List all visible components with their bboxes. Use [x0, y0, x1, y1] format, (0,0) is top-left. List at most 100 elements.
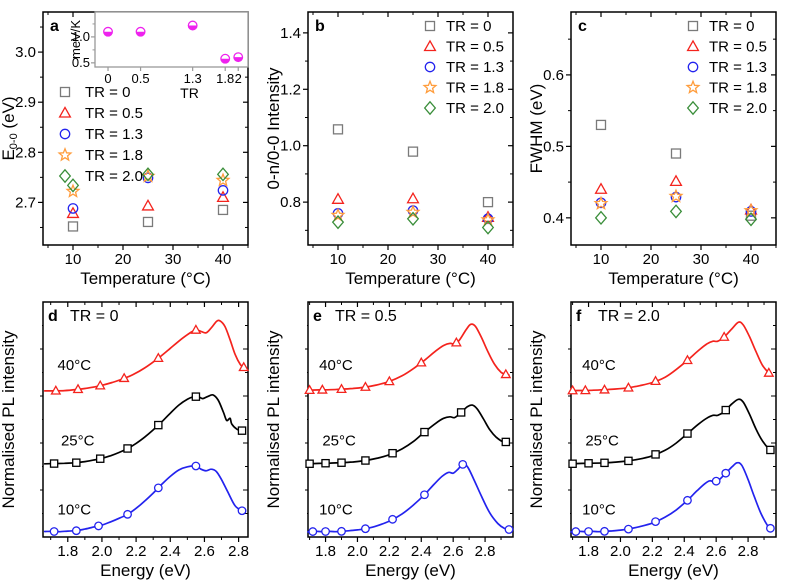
spectrum-curve-10°C	[570, 461, 773, 533]
data-point-circle	[49, 527, 59, 536]
x-tick-label: 1.8	[315, 543, 336, 560]
x-tick-label: 20	[380, 251, 397, 268]
data-point-square	[95, 454, 105, 463]
legend-label: TR = 1.3	[446, 59, 504, 76]
data-point-square	[337, 458, 346, 467]
inset-x-tick-label: 0.5	[132, 71, 150, 86]
data-point-triangle	[141, 198, 155, 211]
x-axis-title: Energy (eV)	[100, 561, 191, 580]
data-point-circle	[420, 490, 429, 500]
y-tick-label: 2.7	[15, 194, 36, 211]
data-point-triangle	[58, 106, 72, 118]
legend-label: TR = 0	[85, 84, 130, 101]
x-tick-label: 40	[743, 251, 760, 268]
x-tick-label: 1.8	[578, 543, 599, 560]
data-point-square	[59, 86, 71, 98]
data-point-triangle	[50, 385, 62, 395]
x-tick-label: 2.0	[92, 543, 113, 560]
x-tick-label: 10	[65, 251, 82, 268]
x-tick-label: 2.2	[642, 543, 663, 560]
x-tick-label: 2.2	[126, 543, 147, 560]
inset-y-tick-label: 1.0	[72, 29, 90, 44]
plot-frame	[570, 11, 777, 246]
data-point-circle	[308, 527, 318, 536]
x-axis-title: Temperature (°C)	[608, 269, 739, 288]
data-point-triangle	[686, 39, 700, 52]
legend-label: TR = 1.3	[85, 126, 143, 143]
legend-label: TR = 0.5	[709, 39, 767, 56]
data-point-circle	[59, 128, 71, 140]
data-point-triangle	[579, 384, 591, 395]
data-point-circle	[191, 461, 201, 471]
y-axis-title: FWHM (eV)	[528, 84, 546, 174]
panel-letter: a	[50, 18, 59, 35]
data-point-circle	[670, 191, 682, 203]
curve-label: 25°C	[585, 432, 619, 449]
data-point-triangle	[72, 383, 84, 394]
spectrum-curve-25°C	[570, 398, 773, 465]
data-point-square	[407, 146, 419, 157]
data-point-triangle	[650, 375, 661, 386]
spectrum-curve-25°C	[43, 393, 243, 465]
x-tick-label: 40	[480, 251, 497, 268]
data-point-diamond	[594, 210, 608, 226]
data-point-circle	[584, 527, 593, 536]
x-tick-label: 2.8	[228, 543, 249, 560]
legend-label: TR = 2.0	[85, 168, 143, 185]
data-point-triangle	[599, 383, 610, 394]
data-point-triangle	[682, 354, 693, 365]
x-tick-label: 40	[215, 251, 232, 268]
data-point-triangle	[718, 331, 730, 341]
data-point-square	[420, 427, 429, 437]
inset-y-tick-label: 0.5	[72, 55, 90, 70]
data-point-star	[57, 147, 73, 162]
curve-label: 40°C	[582, 357, 616, 374]
data-point-triangle	[152, 352, 164, 363]
legend-label: TR = 1.8	[85, 147, 143, 164]
data-point-circle	[424, 61, 436, 73]
x-tick-label: 20	[115, 251, 132, 268]
data-point-triangle	[316, 384, 328, 394]
panel-c-chart: 10 20 30 40 0.4 0.5 0.6 Temperature (°C) FWHM (e…	[528, 11, 777, 288]
data-point-square	[568, 459, 577, 468]
data-point-square	[584, 459, 593, 468]
legend-label: TR = 0.5	[85, 105, 143, 122]
panel-letter: c	[578, 18, 587, 35]
inset-x-tick-label: 0	[104, 71, 111, 86]
data-point-triangle	[406, 191, 420, 204]
curve-label: 10°C	[58, 502, 92, 519]
data-point-circle	[217, 185, 229, 196]
data-point-square	[456, 408, 466, 417]
x-tick-label: 2.6	[443, 543, 464, 560]
data-point-triangle	[383, 375, 395, 386]
legend-label: TR = 1.3	[709, 59, 767, 76]
data-point-star	[593, 195, 609, 210]
data-point-triangle	[94, 379, 106, 390]
data-point-halfcircle-ring	[220, 53, 231, 64]
y-tick-label: 0.5	[543, 138, 564, 155]
data-point-circle	[123, 509, 132, 519]
data-point-square	[305, 459, 314, 468]
x-tick-label: 2.4	[674, 543, 695, 560]
spectrum-curve-40°C	[43, 319, 245, 392]
data-point-diamond	[66, 178, 80, 193]
x-tick-label: 2.6	[194, 543, 215, 560]
data-point-circle	[71, 526, 81, 536]
data-point-triangle	[594, 182, 608, 194]
data-point-circle	[721, 468, 731, 478]
data-point-circle	[94, 521, 103, 531]
data-point-diamond	[669, 204, 683, 219]
panel-letter: b	[315, 18, 325, 35]
x-tick-label: 30	[430, 251, 447, 268]
data-point-square	[321, 458, 330, 468]
data-point-triangle	[331, 192, 345, 204]
data-point-star	[422, 79, 438, 94]
data-point-square	[237, 426, 247, 435]
y-axis-title: Normalised PL intensity	[0, 330, 18, 508]
data-point-square	[683, 429, 692, 438]
inset-x-axis-title: TR	[180, 85, 199, 101]
x-tick-label: 1.8	[57, 543, 78, 560]
y-axis-title: 0-n/0-0 Intensity	[265, 67, 283, 189]
spectrum-curve-10°C	[43, 465, 243, 533]
data-point-triangle	[669, 174, 683, 187]
